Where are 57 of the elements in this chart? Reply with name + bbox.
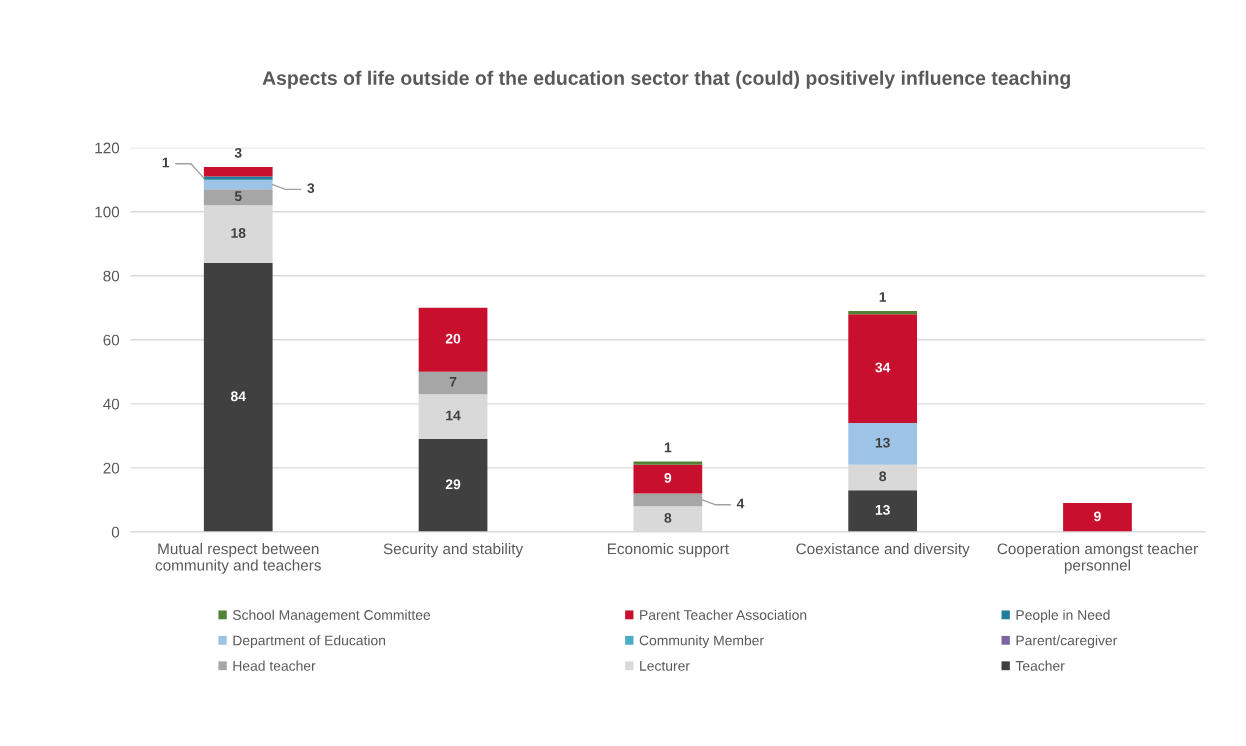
data-label: 8: [879, 471, 887, 482]
legend-label: Parent Teacher Association: [640, 609, 807, 620]
bar: [848, 314, 918, 424]
data-label: 84: [230, 391, 246, 402]
bar: [418, 371, 488, 395]
data-label: 1: [664, 442, 672, 453]
data-label: 29: [445, 479, 461, 490]
x-tick-label: Security and stability: [383, 543, 524, 558]
bar: [203, 179, 273, 190]
legend-label: Head teacher: [233, 660, 316, 671]
legend-label: Department of Education: [233, 635, 386, 649]
bar: [848, 490, 918, 532]
bar: [203, 189, 273, 206]
y-tick-label: 80: [103, 270, 120, 282]
bar: [1063, 503, 1132, 532]
y-tick-label: 60: [103, 334, 120, 346]
legend-label: People in Need: [1016, 609, 1110, 623]
data-label: 14: [446, 410, 461, 421]
y-tick-label: 120: [95, 142, 120, 154]
data-label: 9: [1094, 511, 1101, 522]
data-label: 20: [445, 333, 461, 344]
data-label: 3: [307, 183, 315, 194]
legend-label: School Management Committee: [232, 609, 431, 623]
data-label: 7: [449, 377, 457, 387]
x-tick-label: Mutual respect between community and teachers: [155, 543, 321, 574]
chart-title: Aspects of life outside of the education sector that (could) positively influence teaching: [262, 70, 1070, 89]
bar: [203, 176, 273, 180]
data-label: 13: [875, 437, 890, 448]
data-label: 3: [234, 147, 242, 158]
x-tick-label: Economic support: [607, 543, 729, 558]
data-label: 18: [231, 228, 246, 238]
y-tick-label: 40: [103, 398, 120, 410]
data-label: 9: [664, 472, 672, 483]
data-label: 4: [736, 498, 745, 509]
bar: [203, 166, 273, 177]
bar: [848, 423, 918, 465]
data-label: 13: [875, 504, 890, 515]
bar: [633, 461, 703, 465]
legend-label: Lecturer: [640, 661, 690, 671]
x-tick-label: Coexistance and diversity: [796, 543, 970, 558]
bar: [418, 307, 488, 372]
data-label: 34: [875, 362, 891, 373]
data-label: 5: [234, 191, 242, 202]
legend-label: Community Member: [639, 635, 764, 649]
y-tick-label: 20: [103, 462, 120, 474]
y-tick-label: 0: [111, 526, 120, 538]
bar: [203, 262, 273, 532]
bar: [848, 310, 918, 315]
bar: [633, 464, 703, 494]
legend-label: Teacher: [1015, 660, 1065, 671]
legend-label: Parent/caregiver: [1016, 635, 1118, 649]
data-label: 8: [664, 512, 672, 523]
x-tick-label: Cooperation amongst teacher personnel: [997, 543, 1198, 574]
data-label: 1: [879, 292, 887, 302]
data-label: 1: [162, 157, 170, 168]
bar: [418, 439, 488, 532]
y-tick-label: 100: [95, 206, 120, 218]
